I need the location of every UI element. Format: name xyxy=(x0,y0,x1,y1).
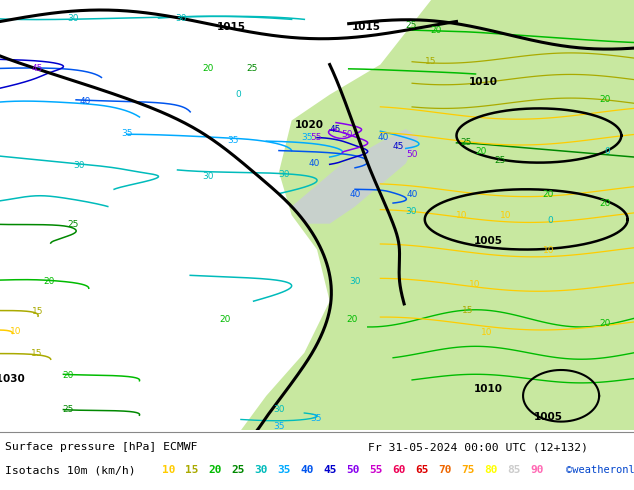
Text: 40: 40 xyxy=(349,190,361,199)
Text: 20: 20 xyxy=(44,277,55,286)
Text: 1015: 1015 xyxy=(352,22,381,32)
Text: 30: 30 xyxy=(349,277,361,286)
Text: 25: 25 xyxy=(63,405,74,414)
Text: 10: 10 xyxy=(469,280,480,289)
Text: 30: 30 xyxy=(175,14,186,23)
Text: 45: 45 xyxy=(392,142,404,151)
Text: 10: 10 xyxy=(543,246,554,255)
Text: 20: 20 xyxy=(202,64,214,74)
Text: 1015: 1015 xyxy=(217,22,246,32)
Text: 35: 35 xyxy=(310,414,321,423)
Text: 25: 25 xyxy=(494,155,505,165)
Text: 25: 25 xyxy=(247,64,258,74)
Text: 30: 30 xyxy=(74,161,85,170)
Text: 10: 10 xyxy=(162,465,176,475)
Text: 20: 20 xyxy=(208,465,221,475)
Text: 30: 30 xyxy=(273,405,285,414)
Text: 10: 10 xyxy=(10,327,22,336)
Text: 30: 30 xyxy=(67,14,79,23)
Text: 55: 55 xyxy=(369,465,382,475)
Text: 50: 50 xyxy=(406,150,418,159)
Text: Isotachs 10m (km/h): Isotachs 10m (km/h) xyxy=(5,465,136,475)
Text: 35: 35 xyxy=(228,136,239,145)
Text: 90: 90 xyxy=(530,465,543,475)
Text: 0: 0 xyxy=(604,147,611,156)
Text: 30: 30 xyxy=(278,170,290,179)
Text: 40: 40 xyxy=(378,133,389,142)
Text: 70: 70 xyxy=(438,465,451,475)
Text: 45: 45 xyxy=(323,465,337,475)
Text: 40: 40 xyxy=(300,465,313,475)
Text: 15: 15 xyxy=(31,349,42,358)
Text: 20: 20 xyxy=(475,147,486,156)
Text: 30: 30 xyxy=(202,172,214,181)
Text: 40: 40 xyxy=(308,159,320,168)
Text: 65: 65 xyxy=(415,465,429,475)
Text: 50: 50 xyxy=(342,130,353,139)
Text: 35: 35 xyxy=(273,422,285,431)
Text: 40: 40 xyxy=(80,97,91,106)
Text: 35: 35 xyxy=(302,133,313,142)
Text: 25: 25 xyxy=(67,220,79,229)
Text: 20: 20 xyxy=(600,319,611,328)
Text: 1010: 1010 xyxy=(474,384,503,394)
Text: 20: 20 xyxy=(600,96,611,104)
Text: 20: 20 xyxy=(63,370,74,380)
Text: 30: 30 xyxy=(405,207,417,216)
Text: 60: 60 xyxy=(392,465,406,475)
Text: 1005: 1005 xyxy=(534,412,563,422)
Text: 15: 15 xyxy=(32,307,44,317)
Text: 25: 25 xyxy=(460,138,472,147)
Text: 15: 15 xyxy=(425,56,437,66)
Text: 20: 20 xyxy=(346,315,358,324)
Text: 45: 45 xyxy=(31,64,42,74)
Text: 20: 20 xyxy=(543,190,554,199)
Text: 20: 20 xyxy=(430,26,442,35)
Text: ~1030: ~1030 xyxy=(0,374,25,385)
Text: 15: 15 xyxy=(185,465,198,475)
Text: 0: 0 xyxy=(547,216,553,225)
Text: 80: 80 xyxy=(484,465,498,475)
Text: 20: 20 xyxy=(219,315,231,324)
Polygon shape xyxy=(241,0,634,430)
Text: 75: 75 xyxy=(461,465,474,475)
Text: Surface pressure [hPa] ECMWF: Surface pressure [hPa] ECMWF xyxy=(5,442,198,452)
Polygon shape xyxy=(292,129,418,224)
Text: 0: 0 xyxy=(235,90,241,99)
Text: 25: 25 xyxy=(405,21,417,30)
Text: 35: 35 xyxy=(121,129,133,138)
Text: 85: 85 xyxy=(507,465,521,475)
Text: 15: 15 xyxy=(462,306,474,315)
Text: 55: 55 xyxy=(310,133,321,142)
Text: 45: 45 xyxy=(329,124,340,134)
Text: 20: 20 xyxy=(600,198,611,208)
Text: 10: 10 xyxy=(456,212,467,220)
Text: Fr 31-05-2024 00:00 UTC (12+132): Fr 31-05-2024 00:00 UTC (12+132) xyxy=(368,442,588,452)
Text: 40: 40 xyxy=(406,190,418,199)
Text: 10: 10 xyxy=(481,328,493,337)
Text: 25: 25 xyxy=(231,465,245,475)
Text: 1005: 1005 xyxy=(474,236,503,246)
Text: 35: 35 xyxy=(277,465,290,475)
Text: 10: 10 xyxy=(500,212,512,220)
Text: ©weatheronline.co.uk: ©weatheronline.co.uk xyxy=(566,465,634,475)
Text: 1010: 1010 xyxy=(469,77,498,87)
Text: 1020: 1020 xyxy=(295,120,324,130)
Text: 50: 50 xyxy=(346,465,359,475)
Text: 30: 30 xyxy=(254,465,268,475)
